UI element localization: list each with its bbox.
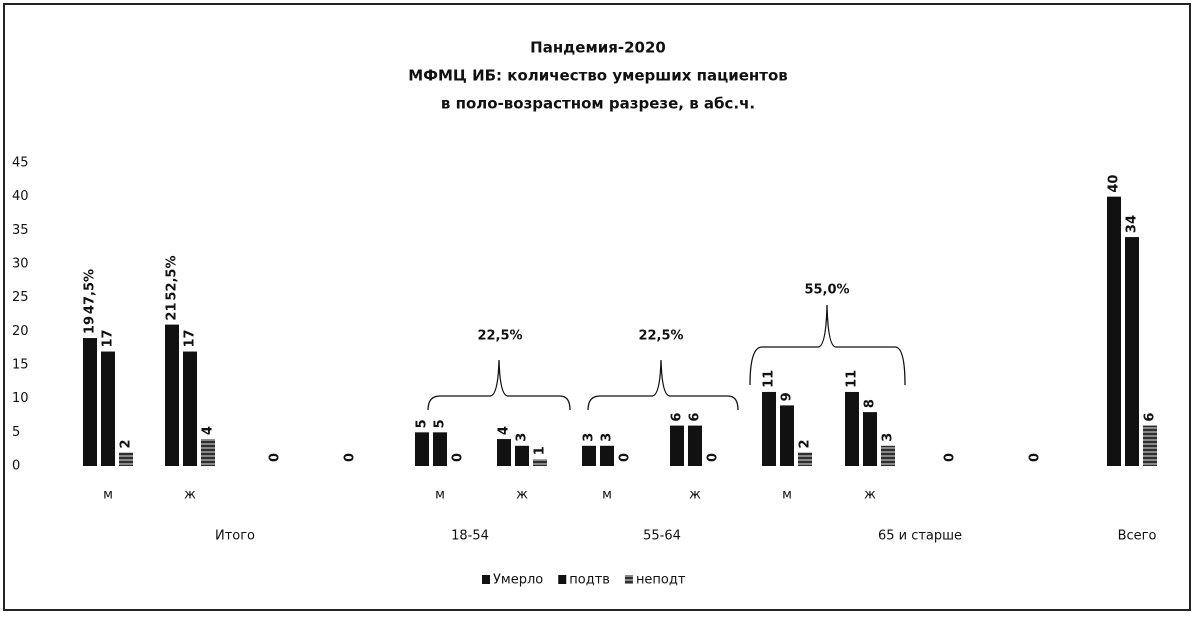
- bar: [83, 338, 97, 466]
- data-label: 2: [798, 439, 813, 448]
- bar: [515, 445, 529, 466]
- bar: [798, 452, 812, 466]
- legend-marker: [624, 575, 633, 584]
- y-tick-label: 15: [12, 358, 29, 373]
- annotation: 22,5%: [638, 329, 683, 344]
- bar: [1143, 425, 1157, 466]
- y-tick-label: 45: [12, 156, 29, 171]
- group-label: 65 и старше: [878, 529, 962, 544]
- bar: [533, 459, 547, 466]
- data-label: 4: [201, 426, 216, 435]
- bar: [201, 439, 215, 466]
- annotation: 55,0%: [804, 283, 849, 298]
- data-label: 0: [343, 453, 358, 462]
- y-tick-label: 30: [12, 257, 29, 272]
- data-label: 3: [515, 433, 530, 442]
- legend-marker: [482, 575, 490, 584]
- group-label: Всего: [1118, 529, 1157, 544]
- data-label: 0: [706, 453, 721, 462]
- data-label: 0: [1028, 453, 1043, 462]
- data-label: 5: [415, 419, 430, 428]
- x-tick-label: ж: [184, 488, 196, 503]
- legend-label: Умерло: [493, 573, 543, 588]
- data-label: 0: [451, 453, 466, 462]
- bar: [415, 432, 429, 466]
- data-label: 17: [101, 329, 116, 347]
- bar: [863, 412, 877, 466]
- data-label: 6: [1143, 413, 1158, 422]
- group-label: 18-54: [451, 529, 489, 544]
- y-tick-label: 35: [12, 223, 29, 238]
- legend-marker: [558, 575, 567, 584]
- bar: [101, 351, 115, 466]
- x-tick-label: м: [103, 488, 113, 503]
- data-label: 9: [780, 392, 795, 401]
- bar: [670, 425, 684, 466]
- bar: [497, 439, 511, 466]
- bar: [433, 432, 447, 466]
- data-label: 6: [688, 413, 703, 422]
- bar: [600, 445, 614, 466]
- bar: [165, 324, 179, 466]
- bar: [845, 391, 859, 466]
- y-tick-label: 40: [12, 189, 29, 204]
- chart-title: МФМЦ ИБ: количество умерших пациентов: [408, 67, 788, 85]
- data-label: 8: [863, 399, 878, 408]
- bar: [881, 445, 895, 466]
- bar: [688, 425, 702, 466]
- data-label: 11: [845, 370, 860, 388]
- data-label: 3: [582, 433, 597, 442]
- data-label: 40: [1107, 175, 1122, 193]
- annotation: 52,5%: [165, 255, 180, 300]
- bar: [762, 391, 776, 466]
- x-tick-label: м: [602, 488, 612, 503]
- y-tick-label: 0: [12, 459, 20, 474]
- data-label: 0: [268, 453, 283, 462]
- bar: [1107, 196, 1121, 466]
- y-tick-label: 5: [12, 425, 20, 440]
- data-label: 2: [119, 439, 134, 448]
- frame: [3, 3, 1191, 611]
- data-label: 0: [943, 453, 958, 462]
- x-tick-label: ж: [516, 488, 528, 503]
- x-tick-label: м: [782, 488, 792, 503]
- data-label: 1: [533, 446, 548, 455]
- bar: [582, 445, 596, 466]
- data-label: 3: [600, 433, 615, 442]
- x-tick-label: ж: [689, 488, 701, 503]
- annotation: 22,5%: [477, 329, 522, 344]
- x-tick-label: м: [435, 488, 445, 503]
- y-tick-label: 20: [12, 324, 29, 339]
- data-label: 4: [497, 426, 512, 435]
- data-label: 3: [881, 433, 896, 442]
- data-label: 17: [183, 329, 198, 347]
- legend-label: неподт: [636, 573, 686, 588]
- y-tick-label: 25: [12, 290, 29, 305]
- chart-title: в поло-возрастном разрезе, в абс.ч.: [441, 95, 755, 113]
- data-label: 11: [762, 370, 777, 388]
- legend-label: подтв: [569, 573, 610, 588]
- bar: [1125, 237, 1139, 466]
- data-label: 19: [83, 316, 98, 334]
- data-label: 34: [1125, 215, 1140, 233]
- data-label: 6: [670, 413, 685, 422]
- bar: [183, 351, 197, 466]
- data-label: 0: [618, 453, 633, 462]
- group-label: Итого: [215, 529, 255, 544]
- bar: [780, 405, 794, 466]
- data-label: 5: [433, 419, 448, 428]
- group-label: 55-64: [643, 529, 681, 544]
- annotation: 47,5%: [83, 269, 98, 314]
- braces: [427, 304, 906, 411]
- data-label: 21: [165, 303, 180, 321]
- x-tick-label: ж: [864, 488, 876, 503]
- bar: [119, 452, 133, 466]
- chart-title: Пандемия-2020: [530, 39, 666, 57]
- y-tick-label: 10: [12, 391, 29, 406]
